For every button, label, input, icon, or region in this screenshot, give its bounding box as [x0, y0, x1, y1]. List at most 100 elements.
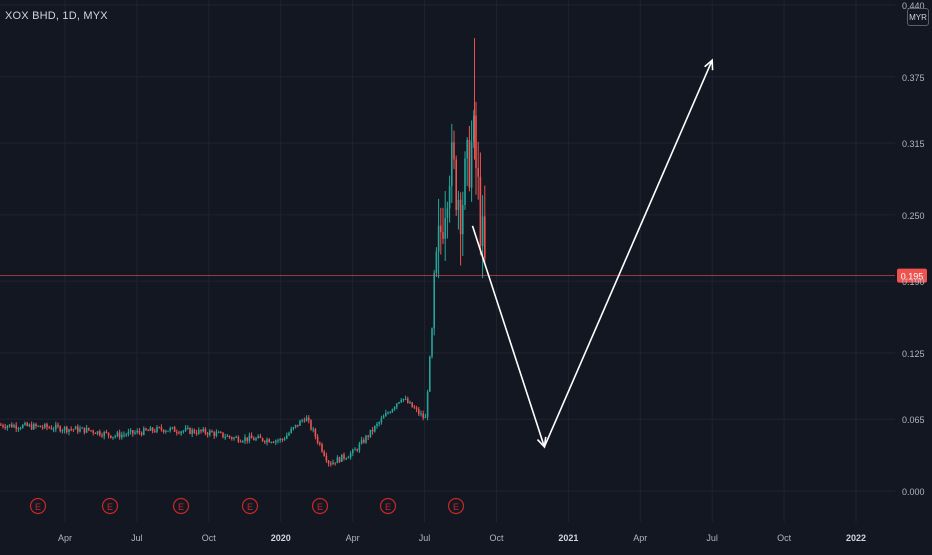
candle-body	[264, 441, 266, 443]
candle-body	[303, 420, 306, 422]
candle-body	[459, 199, 462, 235]
candle-body	[83, 427, 86, 433]
candle-body	[30, 424, 33, 430]
candle-body	[374, 426, 376, 432]
x-tick-label: Oct	[777, 533, 792, 543]
candle-body	[409, 402, 411, 404]
candle-body	[400, 400, 402, 402]
candle-body	[244, 437, 246, 442]
x-tick-label: Apr	[346, 533, 360, 543]
candle-body	[393, 407, 396, 410]
price-axis[interactable]: 0.000 0.065 0.125 0.190 0.250 0.315 0.375 0.440	[902, 1, 925, 497]
candle-body	[24, 422, 26, 425]
candle-body	[261, 438, 264, 442]
candle-body	[290, 428, 292, 433]
candle-body	[418, 409, 420, 415]
candle-body	[253, 438, 255, 441]
candle-body	[180, 431, 182, 434]
earnings-marker	[101, 497, 119, 515]
candle-body	[437, 225, 440, 252]
time-axis[interactable]: Apr Jul Oct 2020 Apr Jul Oct 2021 Apr Jul Oct 2022	[58, 533, 866, 543]
candle-body	[360, 439, 363, 444]
candle-body	[301, 420, 303, 422]
candle-body	[431, 328, 433, 357]
candle-body	[407, 398, 409, 404]
candle-body	[81, 427, 83, 429]
candle-body	[213, 432, 215, 436]
candle-body	[79, 428, 81, 432]
candle-body	[371, 429, 374, 432]
candle-body	[424, 417, 427, 419]
x-tick-label: Jul	[131, 533, 143, 543]
candle-body	[294, 424, 297, 428]
candle-body	[55, 424, 57, 430]
candle-body	[433, 273, 435, 329]
candle-body	[15, 425, 17, 429]
candle-body	[462, 205, 464, 235]
annotation-arrows[interactable]	[471, 58, 714, 449]
candle-body	[292, 427, 295, 429]
candle-body	[440, 225, 442, 233]
x-tick-label: 2022	[846, 533, 866, 543]
candle-body	[448, 185, 451, 209]
earnings-marker	[379, 497, 397, 515]
candle-body	[33, 424, 35, 430]
candle-body	[451, 142, 453, 186]
candle-body	[134, 432, 136, 434]
arrow-line	[471, 225, 546, 448]
candle-body	[365, 435, 367, 443]
candle-body	[457, 199, 460, 210]
candle-body	[349, 453, 352, 458]
candle-body	[127, 431, 130, 435]
candle-body	[99, 431, 101, 436]
candle-body	[169, 428, 171, 431]
candle-body	[248, 435, 251, 441]
candle-body	[334, 462, 336, 464]
candle-body	[275, 440, 277, 443]
candle-body	[151, 427, 154, 432]
candle-body	[382, 416, 385, 419]
candle-body	[44, 424, 46, 428]
candle-body	[162, 429, 165, 433]
candle-body	[420, 413, 422, 415]
candle-body	[305, 417, 308, 422]
candle-body	[255, 438, 257, 441]
currency-badge[interactable]: MYR	[907, 8, 929, 26]
symbol-title[interactable]: XOX BHD, 1D, MYX	[5, 10, 108, 22]
candle-body	[402, 398, 405, 401]
candle-body	[343, 454, 345, 459]
candle-body	[96, 431, 99, 434]
candle-body	[50, 427, 53, 430]
candle-body	[195, 432, 198, 434]
candle-body	[473, 115, 475, 142]
candle-body	[74, 426, 77, 430]
candle-body	[341, 454, 343, 462]
candle-body	[481, 216, 484, 247]
candle-body	[369, 429, 372, 437]
candle-body	[52, 429, 55, 431]
last-price-tag	[897, 268, 927, 283]
candle-body	[154, 431, 156, 433]
earnings-marker	[311, 497, 329, 515]
y-tick-label: 0.190	[902, 277, 925, 287]
candle-body	[158, 427, 160, 429]
x-tick-label: Apr	[58, 533, 72, 543]
candle-body	[61, 430, 64, 432]
earnings-marker-label: E	[247, 502, 253, 512]
candle-body	[215, 432, 218, 436]
candle-body	[299, 420, 301, 426]
candle-body	[92, 430, 94, 433]
candle-body	[156, 427, 158, 432]
candle-body	[101, 435, 103, 437]
candle-body	[57, 424, 59, 427]
candle-body	[321, 444, 323, 452]
candle-body	[8, 424, 11, 426]
y-tick-label: 0.440	[902, 1, 925, 11]
candle-body	[165, 431, 167, 433]
arrow-line	[543, 59, 713, 448]
candle-body	[220, 432, 222, 434]
candle-body	[178, 432, 180, 434]
candle-body	[310, 420, 312, 430]
